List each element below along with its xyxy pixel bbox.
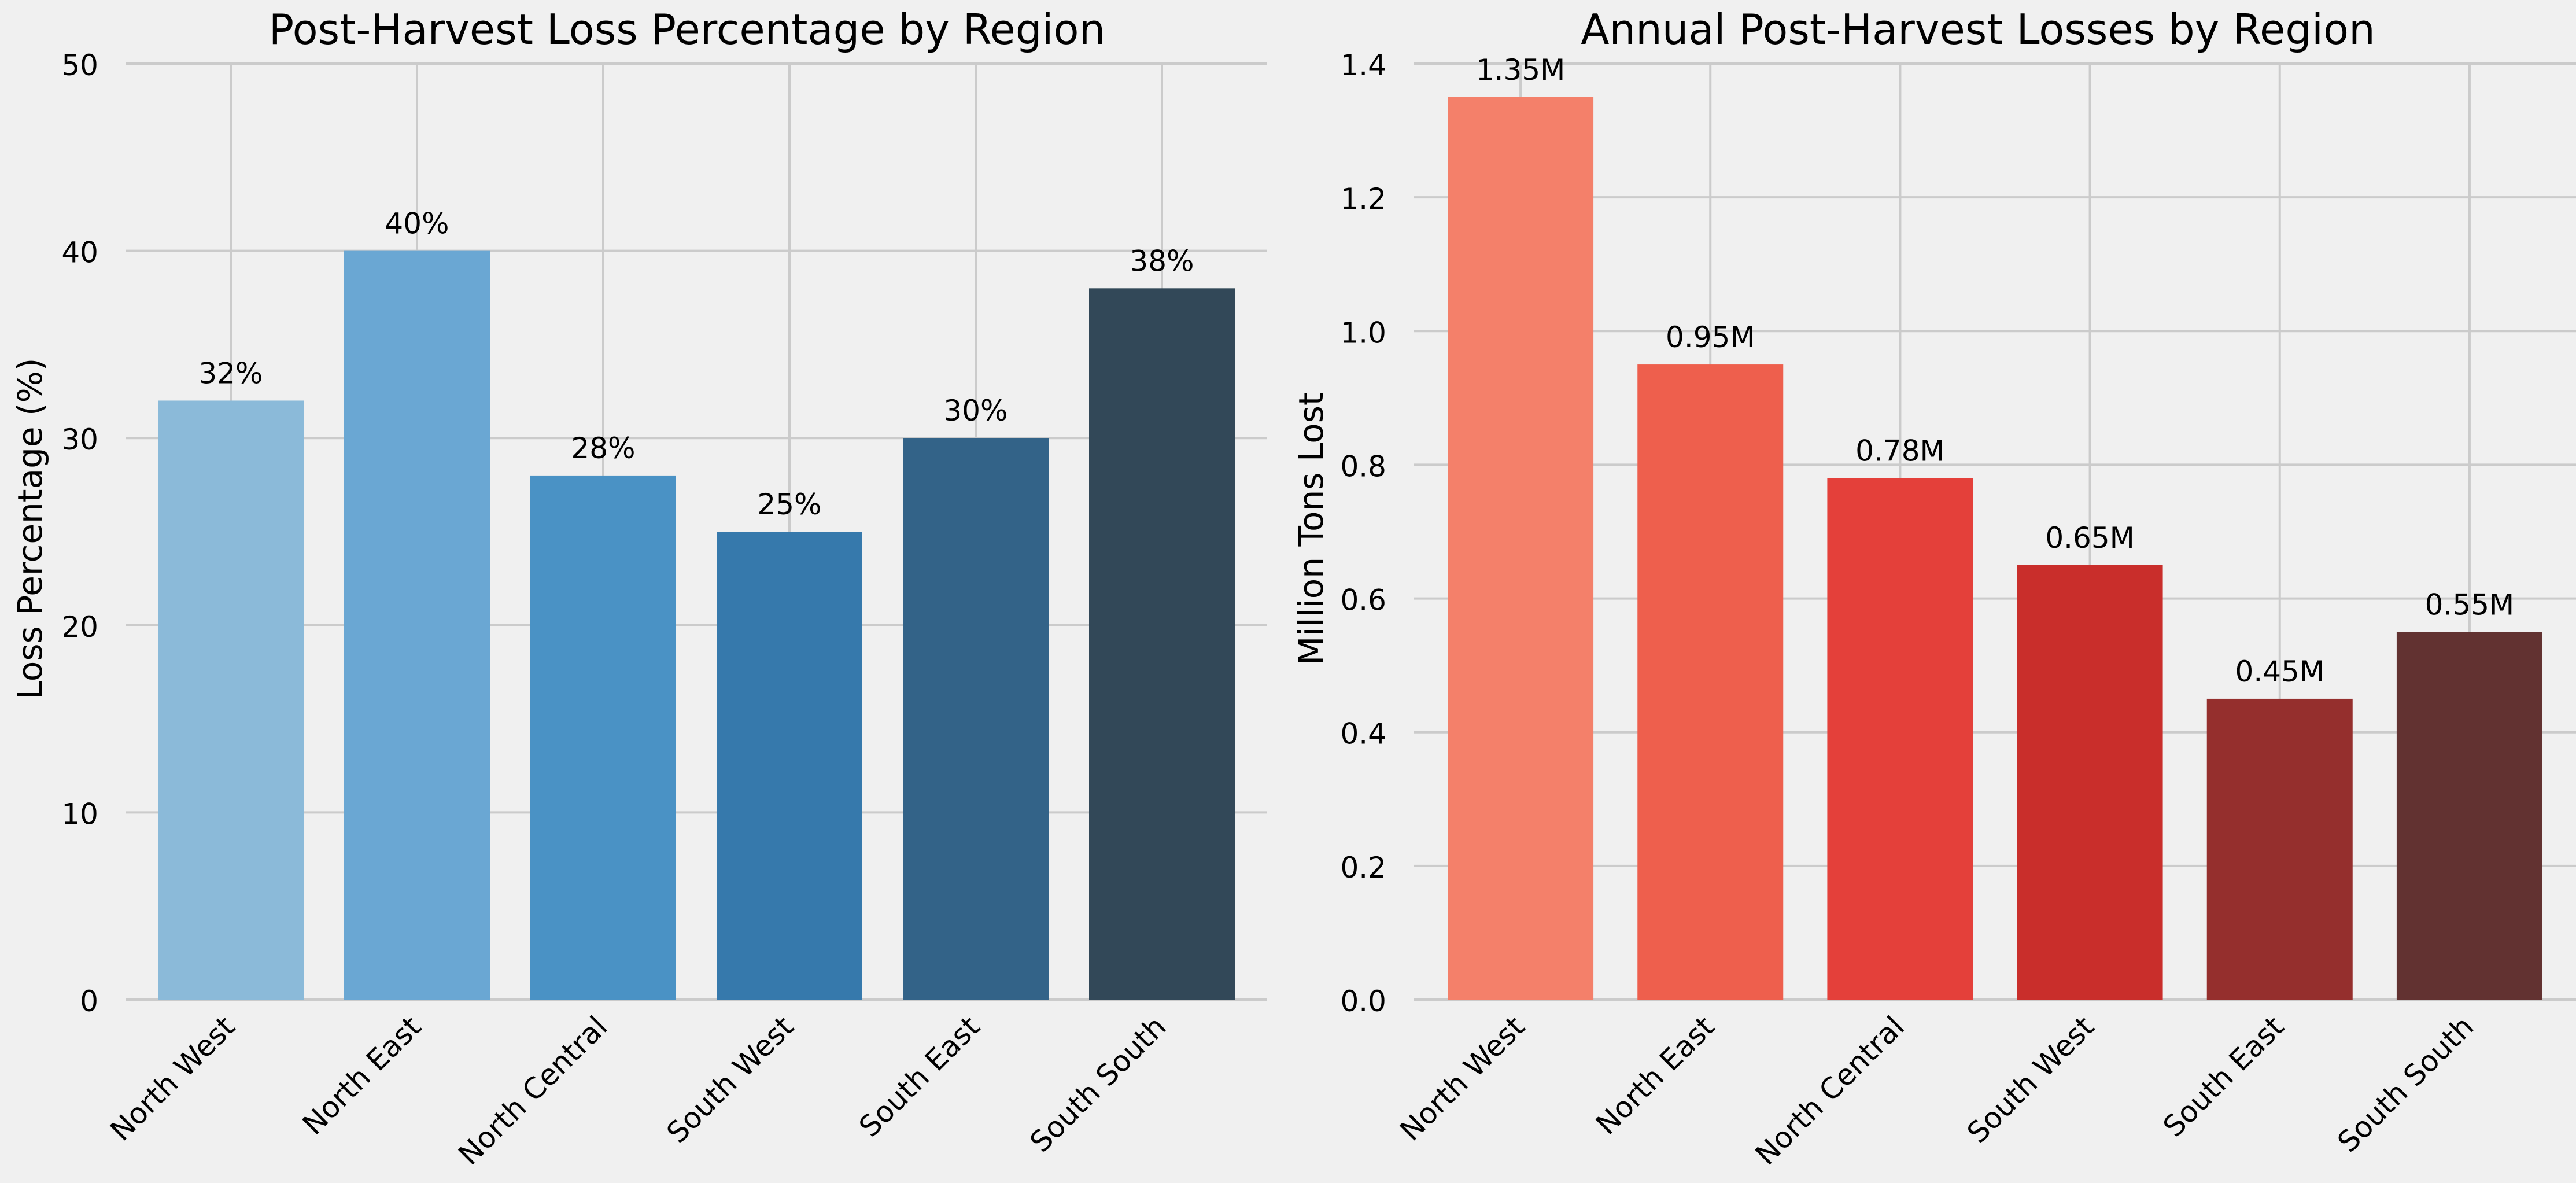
annual-losses-y-tick-label: 0.4 — [1340, 717, 1386, 751]
annual-losses-x-ticks: North West North East North Central South W… — [1394, 1009, 2481, 1171]
loss-percentage-data-label: 25% — [757, 488, 821, 521]
loss-percentage-bars — [158, 250, 1235, 1000]
annual-losses-bar — [2206, 698, 2353, 1000]
loss-percentage-x-tick-label: North Central — [452, 1009, 614, 1171]
annual-losses-x-tick-label: South East — [2157, 1009, 2290, 1143]
loss-percentage-chart-title: Post-Harvest Loss Percentage by Region — [269, 5, 1105, 54]
loss-percentage-bar — [158, 400, 304, 1000]
annual-losses-data-label: 1.35M — [1476, 53, 1565, 87]
loss-percentage-y-tick-label: 30 — [61, 423, 98, 456]
loss-percentage-y-tick-label: 20 — [61, 610, 98, 644]
loss-percentage-chart: Post-Harvest Loss Percentage by Region L… — [10, 5, 1267, 1171]
loss-percentage-bar — [1089, 288, 1235, 1000]
loss-percentage-y-tick-label: 50 — [61, 49, 98, 82]
annual-losses-x-tick-label: North Central — [1749, 1009, 1911, 1171]
annual-losses-x-tick-label: North West — [1394, 1009, 1531, 1147]
annual-losses-data-labels: 1.35M 0.95M 0.78M 0.65M 0.45M 0.55M — [1476, 53, 2514, 688]
annual-losses-bar — [2396, 632, 2542, 1000]
annual-losses-y-tick-label: 1.2 — [1340, 182, 1386, 216]
loss-percentage-x-tick-label: North West — [104, 1009, 241, 1147]
annual-losses-data-label: 0.55M — [2425, 588, 2514, 621]
annual-losses-bar — [2017, 565, 2163, 1000]
annual-losses-data-label: 0.78M — [1855, 434, 1944, 468]
loss-percentage-y-tick-label: 40 — [61, 236, 98, 270]
loss-percentage-bar — [530, 475, 676, 1000]
annual-losses-data-label: 0.65M — [2045, 521, 2134, 555]
annual-losses-y-axis-label: Million Tons Lost — [1291, 392, 1331, 665]
loss-percentage-data-label: 30% — [943, 394, 1007, 427]
loss-percentage-x-tick-label: North East — [296, 1009, 427, 1141]
annual-losses-y-tick-label: 0.8 — [1340, 449, 1386, 483]
annual-losses-chart-title: Annual Post-Harvest Losses by Region — [1581, 5, 2375, 54]
loss-percentage-y-tick-label: 10 — [61, 797, 98, 831]
loss-percentage-data-label: 32% — [198, 356, 263, 390]
loss-percentage-data-label: 40% — [385, 207, 449, 241]
loss-percentage-data-label: 28% — [571, 432, 635, 465]
annual-losses-bars — [1448, 97, 2542, 1000]
loss-percentage-y-tick-label: 0 — [80, 985, 98, 1018]
loss-percentage-data-label: 38% — [1130, 244, 1194, 278]
annual-losses-data-label: 0.45M — [2235, 655, 2324, 688]
annual-losses-y-tick-label: 0.0 — [1340, 985, 1386, 1018]
annual-losses-chart: Annual Post-Harvest Losses by Region Mil… — [1291, 5, 2576, 1171]
annual-losses-x-tick-label: South West — [1961, 1009, 2101, 1149]
loss-percentage-x-tick-label: South South — [1024, 1009, 1173, 1159]
loss-percentage-y-ticks: 0 10 20 30 40 50 — [61, 49, 98, 1018]
annual-losses-x-tick-label: North East — [1589, 1009, 1721, 1141]
loss-percentage-x-ticks: North West North East North Central South W… — [104, 1009, 1172, 1171]
loss-percentage-x-tick-label: South East — [852, 1009, 986, 1143]
loss-percentage-x-tick-label: South West — [660, 1009, 800, 1149]
annual-losses-x-tick-label: South South — [2331, 1009, 2481, 1159]
annual-losses-bar — [1827, 478, 1973, 1000]
annual-losses-y-tick-label: 1.0 — [1340, 316, 1386, 349]
annual-losses-data-label: 0.95M — [1666, 320, 1755, 354]
annual-losses-y-ticks: 0.0 0.2 0.4 0.6 0.8 1.0 1.2 1.4 — [1340, 49, 1386, 1018]
annual-losses-y-tick-label: 0.6 — [1340, 584, 1386, 617]
annual-losses-bar — [1448, 97, 1594, 1000]
loss-percentage-y-axis-label: Loss Percentage (%) — [10, 358, 50, 700]
annual-losses-bar — [1637, 364, 1784, 1000]
annual-losses-y-tick-label: 1.4 — [1340, 49, 1386, 82]
loss-percentage-bar — [903, 438, 1049, 1000]
annual-losses-y-tick-label: 0.2 — [1340, 851, 1386, 885]
loss-percentage-data-labels: 32% 40% 28% 25% 30% 38% — [198, 207, 1194, 521]
loss-percentage-bar — [344, 250, 490, 1000]
loss-percentage-bar — [717, 532, 862, 1000]
